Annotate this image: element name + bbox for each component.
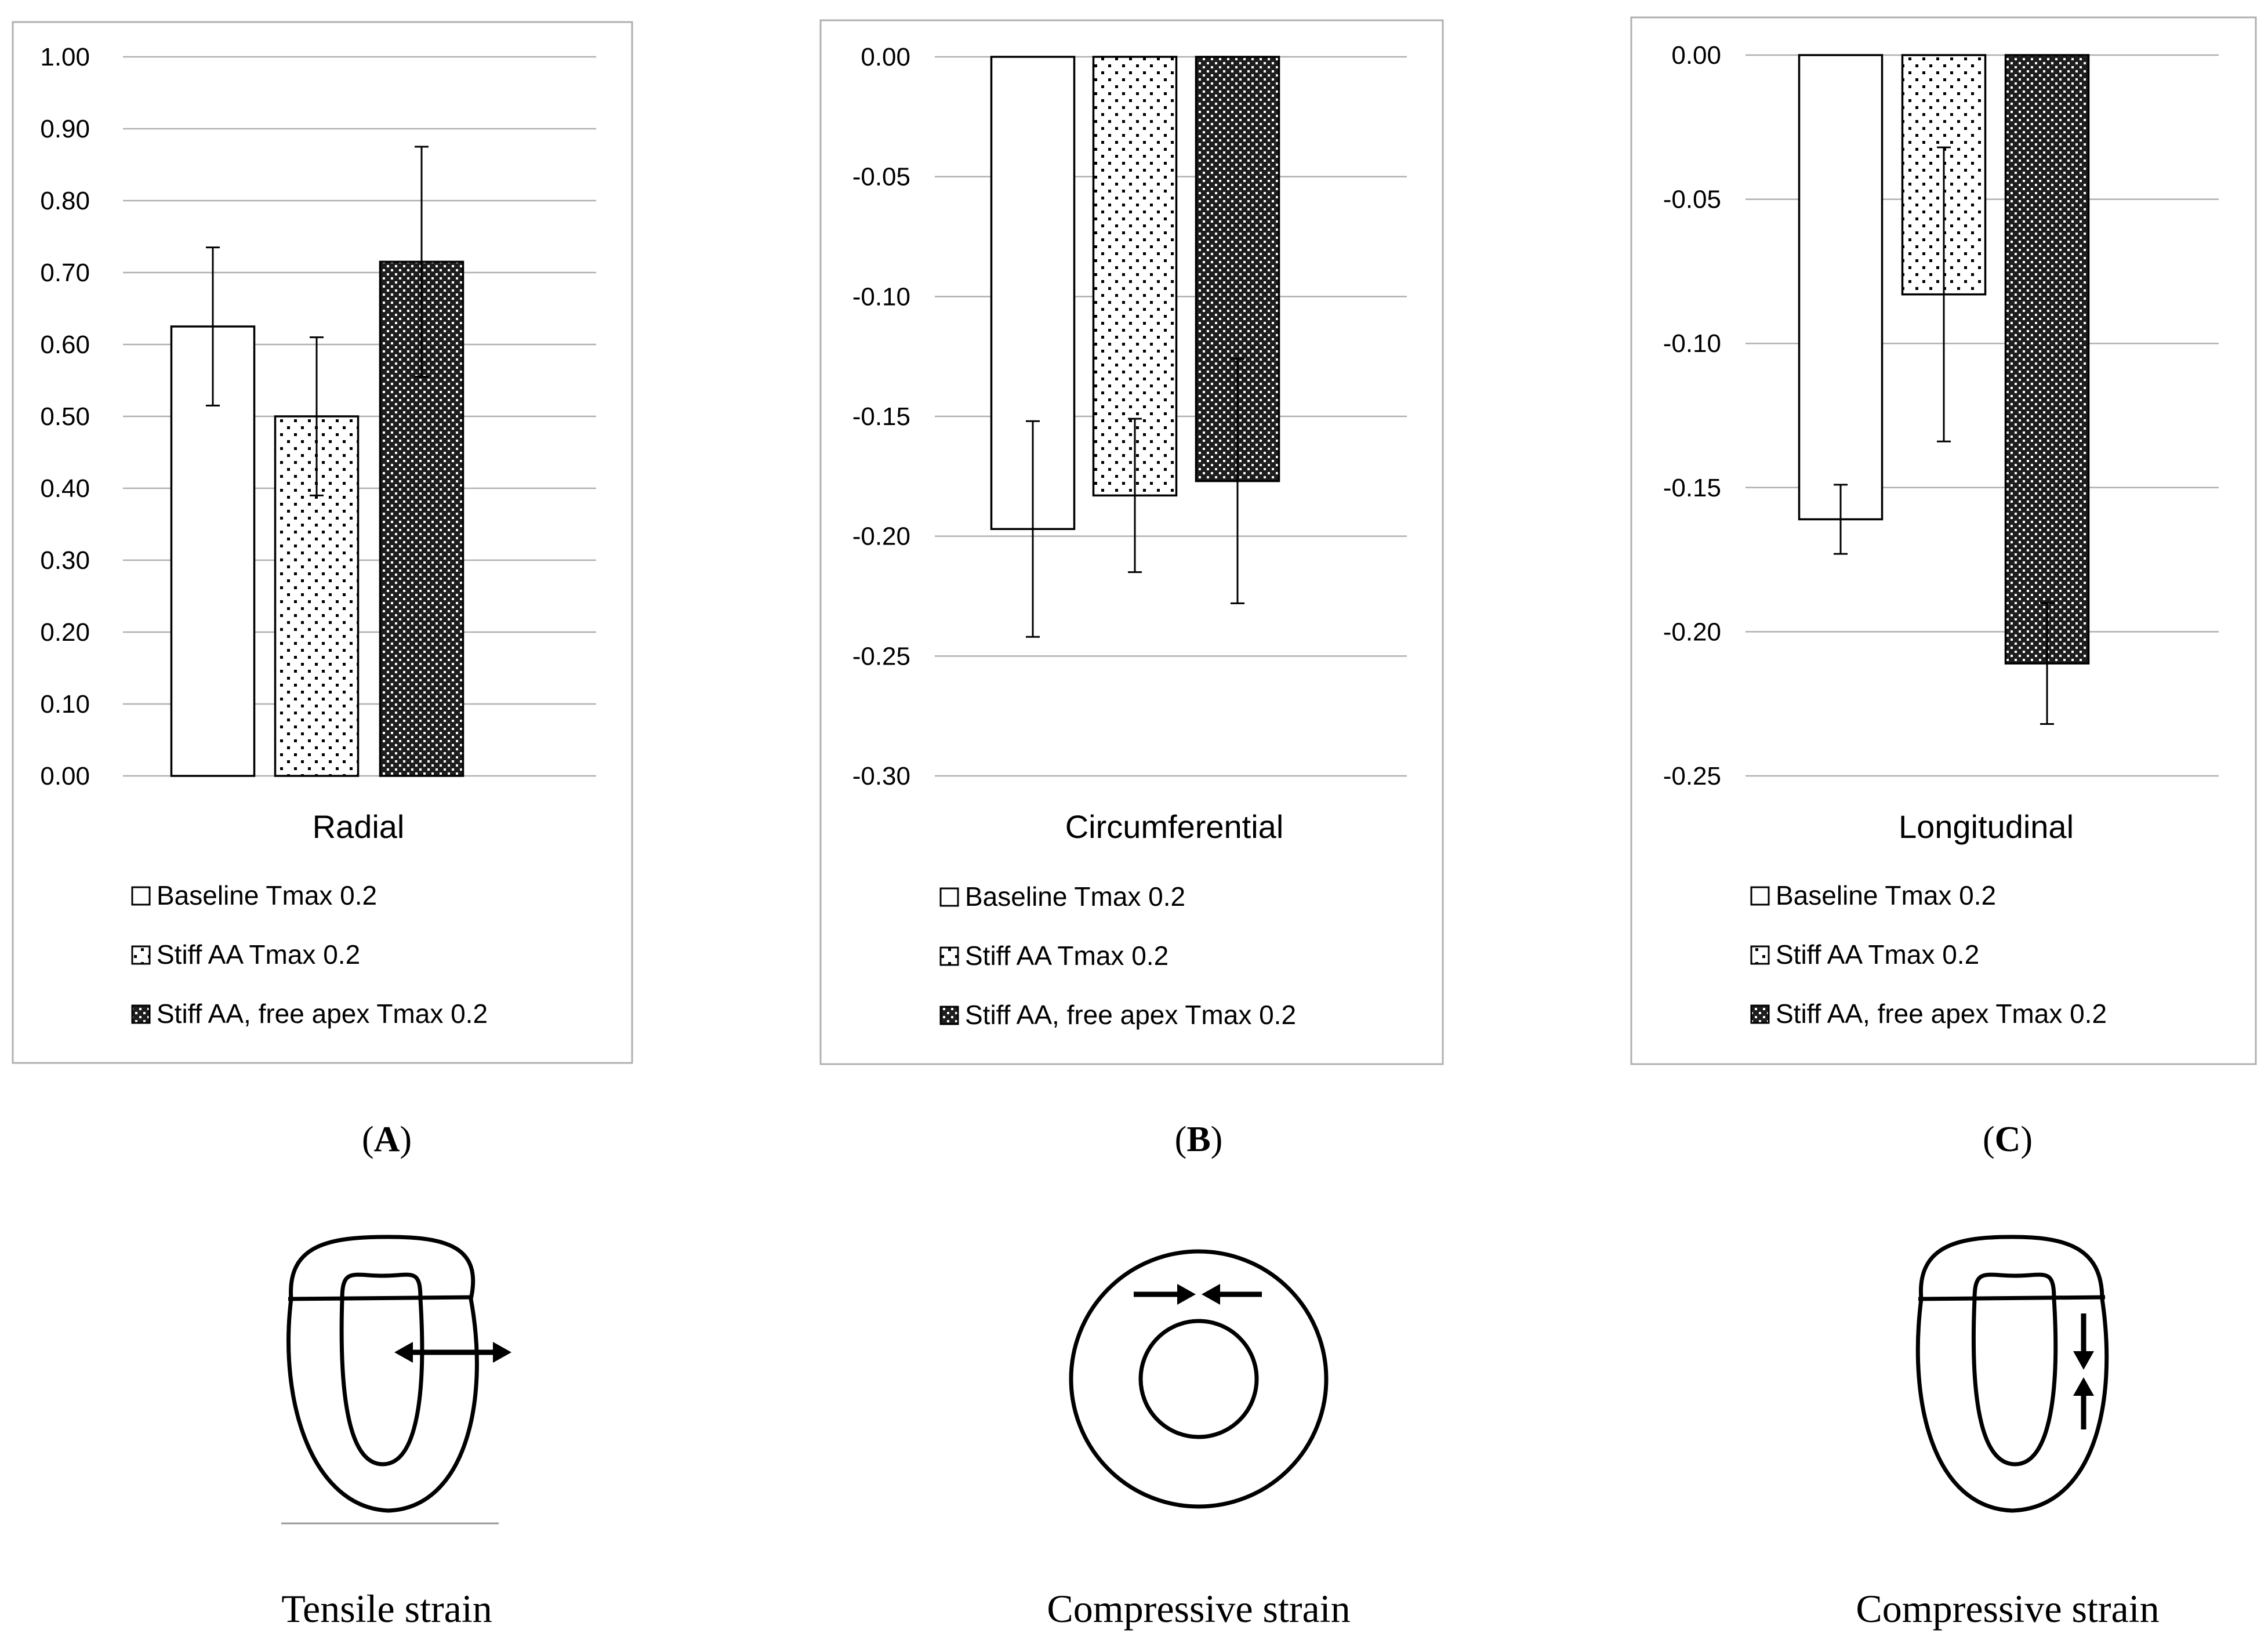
heart-inner-cavity: [339, 1272, 424, 1467]
ring-diagram-circumferential: [1069, 1249, 1329, 1509]
panel-label-c-letter: C: [1995, 1120, 2021, 1159]
error-bar-free-apex: [1231, 358, 1244, 604]
y-tick-label: -0.10: [1663, 329, 1721, 358]
legend-swatch-free-apex: [131, 1004, 151, 1024]
y-tick-label: -0.05: [852, 163, 910, 191]
panel-a-title: Radial: [313, 808, 405, 845]
legend-label-free-apex: Stiff AA, free apex Tmax 0.2: [965, 1000, 1296, 1030]
legend-swatch-stiff-aa: [131, 945, 151, 965]
heart-inner-cavity: [1971, 1272, 2058, 1467]
panel-c-title: Longitudinal: [1899, 808, 2074, 845]
y-tick-label: -0.15: [1663, 474, 1721, 502]
error-bar-baseline: [1834, 484, 1848, 555]
error-bar-stiff-aa: [1128, 418, 1142, 574]
y-tick-label: -0.10: [852, 282, 910, 311]
legend-label-baseline: Baseline Tmax 0.2: [157, 880, 377, 910]
heart-diagram-longitudinal: [1915, 1235, 2109, 1513]
panel-label-a: (A): [362, 1120, 412, 1159]
legend-swatch-free-apex: [1750, 1004, 1770, 1024]
ring-outer: [1069, 1249, 1329, 1509]
heart-base-line: [1918, 1295, 2106, 1301]
panel-label-b: (B): [1175, 1120, 1223, 1159]
arrow-right-head: [1177, 1284, 1196, 1305]
heart-base-line: [288, 1295, 473, 1301]
heart-outer-wall: [286, 1235, 479, 1513]
legend-swatch-baseline: [1750, 886, 1770, 906]
caption-radial: Tensile strain: [281, 1587, 492, 1631]
y-tick-label: 1.00: [40, 43, 90, 71]
caption-circumferential: Compressive strain: [1047, 1587, 1350, 1631]
error-bar-baseline: [1026, 420, 1040, 638]
panel-label-a-letter: A: [374, 1120, 400, 1159]
y-tick-label: 0.10: [40, 690, 90, 718]
legend-label-stiff-aa: Stiff AA Tmax 0.2: [157, 939, 360, 970]
arrow-up-head: [2073, 1377, 2094, 1396]
panel-b-chart: 0.00 -0.05 -0.10 -0.15 -0.20 -0.25 -0.30: [852, 43, 1407, 790]
legend-label-baseline: Baseline Tmax 0.2: [965, 881, 1185, 912]
panel-c-legend: Baseline Tmax 0.2 Stiff AA Tmax 0.2 Stif…: [1750, 880, 2107, 1029]
arrow-right-head: [493, 1342, 511, 1363]
y-tick-label: 0.80: [40, 187, 90, 215]
error-bar-free-apex: [415, 146, 429, 378]
y-tick-label: 0.20: [40, 618, 90, 647]
panel-b-title: Circumferential: [1065, 808, 1284, 845]
heart-outer-wall: [1915, 1235, 2109, 1513]
y-tick-label: 0.00: [861, 43, 910, 71]
panel-label-c: (C): [1983, 1120, 2033, 1159]
arrow-left-head: [394, 1342, 413, 1363]
panel-a-chart: 1.00 0.90 0.80 0.70 0.60 0.50 0.40 0.30 0.20 0.10…: [40, 43, 596, 790]
y-tick-label: 0.60: [40, 331, 90, 359]
arrow-left-head: [1202, 1284, 1220, 1305]
y-tick-label: -0.20: [1663, 618, 1721, 646]
legend-swatch-baseline: [131, 886, 151, 906]
caption-longitudinal: Compressive strain: [1856, 1587, 2159, 1631]
legend-label-free-apex: Stiff AA, free apex Tmax 0.2: [157, 999, 488, 1029]
legend-swatch-free-apex: [939, 1006, 959, 1025]
panel-b-legend: Baseline Tmax 0.2 Stiff AA Tmax 0.2 Stif…: [939, 881, 1296, 1030]
y-tick-label: 0.30: [40, 546, 90, 575]
legend-swatch-stiff-aa: [1750, 945, 1770, 965]
bar-baseline: [1798, 54, 1884, 521]
y-tick-label: -0.25: [852, 642, 910, 670]
legend-label-stiff-aa: Stiff AA Tmax 0.2: [1776, 939, 1979, 970]
legend-label-baseline: Baseline Tmax 0.2: [1776, 880, 1996, 910]
y-tick-label: -0.30: [852, 762, 910, 790]
error-bar-stiff-aa: [1937, 146, 1951, 442]
y-tick-label: 0.50: [40, 402, 90, 431]
y-tick-label: -0.20: [852, 522, 910, 551]
panel-label-b-letter: B: [1186, 1120, 1210, 1159]
legend-label-free-apex: Stiff AA, free apex Tmax 0.2: [1776, 999, 2107, 1029]
y-tick-label: 0.00: [40, 762, 90, 790]
heart-diagram-radial: [281, 1235, 511, 1525]
y-tick-label: 0.70: [40, 259, 90, 287]
error-bar-stiff-aa: [310, 336, 324, 496]
legend-swatch-baseline: [939, 887, 959, 907]
y-tick-label: 0.00: [1671, 41, 1721, 70]
y-tick-label: -0.05: [1663, 186, 1721, 214]
legend-swatch-stiff-aa: [939, 946, 959, 966]
y-tick-label: 0.90: [40, 115, 90, 143]
panel-c-chart: 0.00 -0.05 -0.10 -0.15 -0.20 -0.25: [1663, 41, 2219, 790]
y-tick-label: -0.25: [1663, 762, 1721, 790]
bar-free-apex: [2004, 54, 2090, 665]
arrow-down-head: [2073, 1351, 2094, 1370]
error-bar-free-apex: [2040, 602, 2054, 725]
panel-a-legend: Baseline Tmax 0.2 Stiff AA Tmax 0.2 Stif…: [131, 880, 488, 1029]
y-tick-label: 0.40: [40, 474, 90, 503]
error-bar-baseline: [206, 246, 220, 407]
ring-inner: [1138, 1319, 1259, 1439]
y-tick-label: -0.15: [852, 402, 910, 431]
legend-label-stiff-aa: Stiff AA Tmax 0.2: [965, 941, 1169, 971]
